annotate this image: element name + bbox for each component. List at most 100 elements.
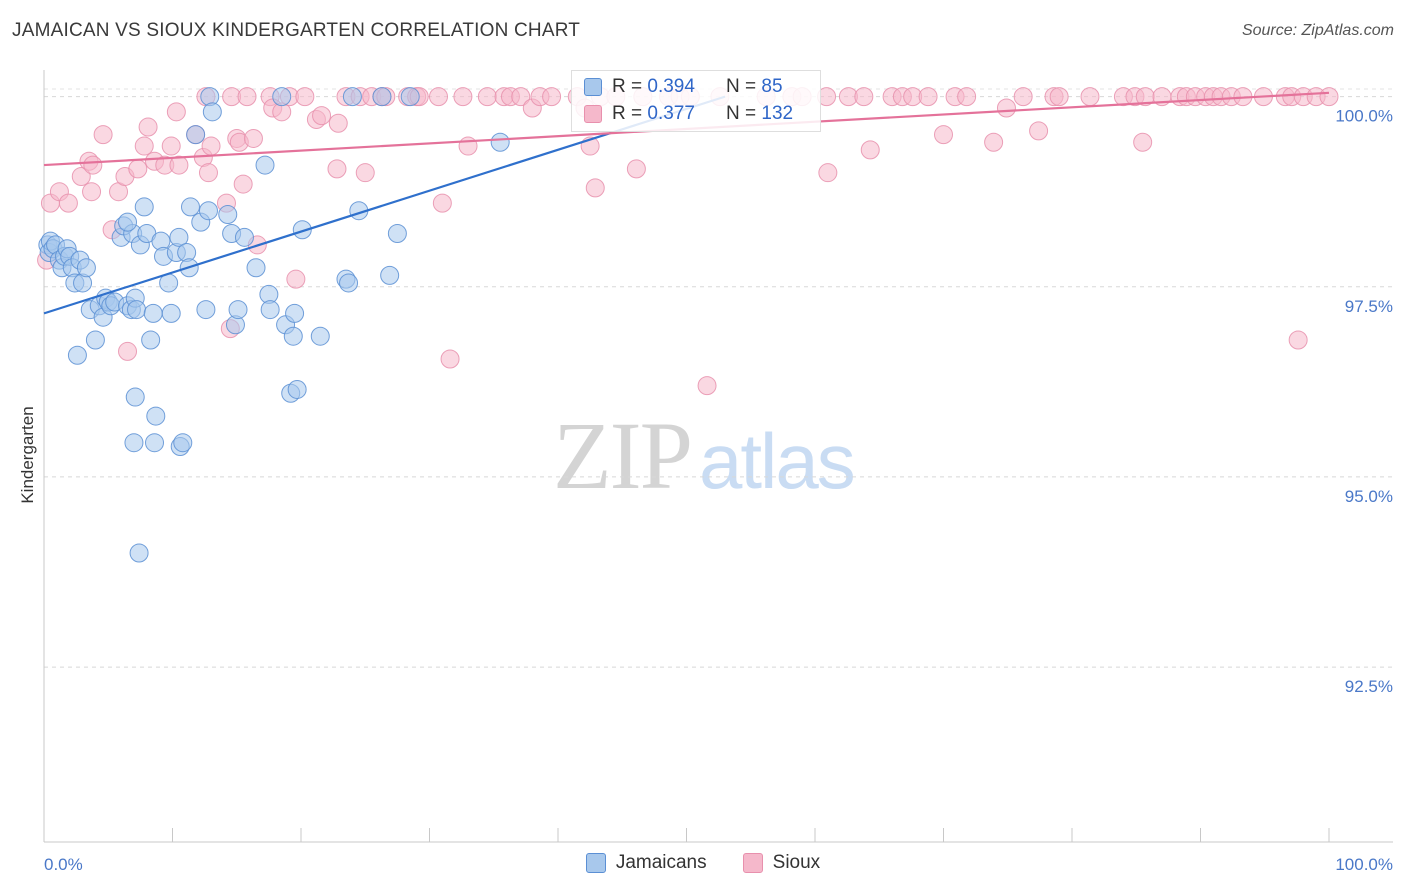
sioux-point: [984, 132, 1004, 152]
stats-legend: R = 0.394 N = 85 R = 0.377 N = 132: [571, 70, 821, 132]
sioux-point: [1288, 330, 1308, 350]
stats-row-jamaicans: R = 0.394 N = 85: [584, 75, 783, 99]
sioux-point: [453, 87, 473, 107]
jamaicans-point: [228, 300, 248, 320]
sioux-point: [1029, 121, 1049, 141]
jamaicans-point: [260, 300, 280, 320]
jamaicans-point: [285, 303, 305, 323]
sioux-point: [286, 269, 306, 289]
sioux-point: [93, 125, 113, 145]
jamaicans-point: [255, 155, 275, 175]
jamaicans-point: [141, 330, 161, 350]
stats-row-sioux: R = 0.377 N = 132: [584, 102, 793, 126]
n-stat: N = 85: [726, 76, 783, 97]
sioux-point: [458, 136, 478, 156]
sioux-point: [169, 155, 189, 175]
source-label: Source: ZipAtlas.com: [1241, 22, 1394, 39]
axis-labels: Kindergarten 0.0% 100.0% 92.5% 95.0% 97.5%…: [18, 107, 1393, 874]
sioux-point: [166, 102, 186, 122]
jamaicans-point: [169, 227, 189, 247]
sioux-point: [860, 140, 880, 160]
sioux-point: [626, 159, 646, 179]
jamaicans-points: [38, 87, 510, 563]
jamaicans-point: [145, 433, 165, 453]
sioux-point: [934, 125, 953, 145]
sioux-point: [1013, 87, 1033, 107]
sioux-point: [198, 163, 218, 183]
jamaicans-point: [372, 87, 392, 107]
y-tick-label: 100.0%: [1335, 107, 1393, 126]
sioux-point: [1080, 87, 1100, 107]
jamaicans-point: [272, 87, 292, 107]
jamaicans-point: [400, 87, 420, 107]
jamaicans-point: [339, 273, 359, 293]
sioux-point: [854, 87, 874, 107]
y-tick-label: 95.0%: [1345, 487, 1393, 506]
n-stat: N = 132: [726, 103, 794, 124]
legend-label-jamaicans: Jamaicans: [615, 852, 707, 873]
jamaicans-point: [387, 224, 407, 244]
sioux-point: [312, 106, 332, 126]
sioux-point: [996, 98, 1016, 118]
sioux-point: [58, 193, 78, 213]
sioux-point: [918, 87, 938, 107]
sioux-point: [957, 87, 977, 107]
r-stat: R = 0.377: [612, 103, 695, 124]
sioux-point: [1133, 132, 1153, 152]
jamaicans-point: [202, 102, 222, 122]
jamaicans-point: [380, 265, 400, 285]
sioux-point: [477, 87, 497, 107]
sioux-point: [328, 113, 348, 133]
jamaicans-point: [143, 303, 163, 323]
sioux-point: [818, 163, 838, 183]
jamaicans-point: [76, 258, 96, 278]
sioux-point: [71, 166, 91, 186]
sioux-point: [697, 376, 717, 396]
jamaicans-point: [292, 220, 312, 240]
jamaicans-point: [129, 543, 149, 563]
x-tick-label-max: 100.0%: [1335, 855, 1393, 874]
sioux-point: [233, 174, 253, 194]
jamaicans-point: [287, 379, 307, 399]
jamaicans-point: [186, 125, 206, 145]
jamaicans-point: [310, 326, 330, 346]
legend-item-jamaicans: Jamaicans: [585, 852, 707, 874]
jamaicans-point: [118, 212, 138, 232]
sioux-point: [355, 163, 375, 183]
jamaicans-point: [146, 406, 166, 426]
watermark-atlas: atlas: [699, 417, 856, 505]
legend-label-sioux: Sioux: [772, 852, 821, 873]
x-tick-label-min: 0.0%: [44, 855, 83, 874]
legend-swatch-jamaicans: [585, 853, 606, 873]
jamaicans-point: [67, 345, 87, 365]
sioux-point: [585, 178, 605, 198]
jamaicans-point: [125, 387, 145, 407]
y-tick-label: 92.5%: [1345, 677, 1393, 696]
series-legend: Jamaicans Sioux: [0, 852, 1406, 874]
sioux-point: [82, 182, 102, 202]
watermark-zip: ZIP: [553, 402, 693, 509]
jamaicans-point: [161, 303, 181, 323]
sioux-point: [161, 136, 181, 156]
jamaicans-point: [342, 87, 362, 107]
jamaicans-point: [196, 300, 216, 320]
sioux-point: [83, 155, 103, 175]
sioux-point: [511, 87, 531, 107]
jamaicans-point: [127, 300, 147, 320]
sioux-point: [327, 159, 347, 179]
sioux-point: [1319, 87, 1339, 107]
sioux-point: [118, 341, 138, 361]
jamaicans-point: [234, 227, 254, 247]
jamaicans-point: [218, 205, 238, 225]
sioux-swatch: [584, 105, 602, 123]
chart-title: JAMAICAN VS SIOUX KINDERGARTEN CORRELATI…: [12, 20, 581, 41]
sioux-point: [1049, 87, 1069, 107]
jamaicans-point: [180, 197, 200, 217]
legend-swatch-sioux: [742, 853, 763, 873]
sioux-point: [440, 349, 460, 369]
watermark: ZIP atlas: [553, 400, 856, 511]
jamaicans-point: [198, 201, 218, 221]
jamaicans-point: [246, 258, 266, 278]
sioux-point: [138, 117, 158, 137]
